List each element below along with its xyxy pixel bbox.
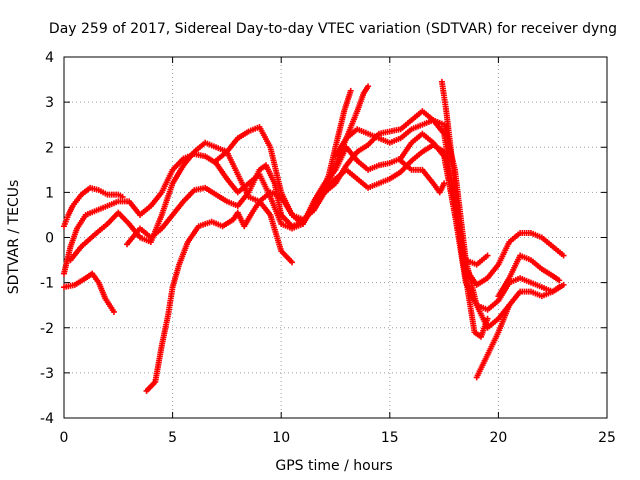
data-point: [560, 252, 567, 259]
x-tick-label: 20: [489, 430, 507, 446]
data-point: [347, 87, 354, 94]
y-tick-label: 3: [45, 95, 54, 111]
x-axis-label: GPS time / hours: [275, 458, 392, 474]
y-tick-label: -3: [40, 366, 54, 382]
y-tick-label: -1: [40, 276, 54, 292]
plot-frame: [63, 56, 608, 419]
axis-ticks: [63, 56, 608, 419]
data-point: [365, 83, 372, 90]
series-1: [61, 270, 117, 315]
y-axis-label: SDTVAR / TECUs: [6, 180, 22, 295]
y-tick-label: 4: [45, 50, 54, 66]
y-tick-label: -2: [40, 321, 54, 337]
data-point: [484, 252, 491, 259]
y-tick-label: 1: [45, 185, 54, 201]
chart-title: Day 259 of 2017, Sidereal Day-to-day VTE…: [49, 21, 617, 37]
series-2: [61, 184, 126, 230]
data-point: [441, 180, 448, 187]
data-point: [110, 308, 117, 315]
series-11: [473, 284, 563, 381]
y-tick-label: 0: [45, 231, 54, 247]
x-tick-label: 25: [598, 430, 616, 446]
series-3: [61, 130, 491, 277]
series-8: [317, 87, 354, 200]
y-tick-labels: -4 -3 -2 -1 0 1 2 3 4: [40, 50, 54, 427]
data-point: [556, 284, 563, 291]
series-7: [143, 198, 296, 394]
data-point: [289, 259, 296, 266]
data-point: [484, 315, 491, 322]
grid: [64, 57, 607, 418]
y-tick-label: -4: [40, 411, 54, 427]
x-tick-label: 0: [60, 430, 69, 446]
data-point: [560, 281, 567, 288]
x-tick-labels: 0 5 10 15 20 25: [60, 430, 616, 446]
x-tick-label: 5: [168, 430, 177, 446]
data-point: [556, 277, 563, 284]
series-12: [495, 252, 563, 300]
data-marks: [61, 78, 567, 394]
series-9: [332, 83, 372, 160]
y-tick-label: 2: [45, 140, 54, 156]
x-tick-label: 10: [272, 430, 290, 446]
x-tick-label: 15: [381, 430, 399, 446]
series-13: [397, 157, 448, 196]
series-10: [438, 78, 491, 340]
